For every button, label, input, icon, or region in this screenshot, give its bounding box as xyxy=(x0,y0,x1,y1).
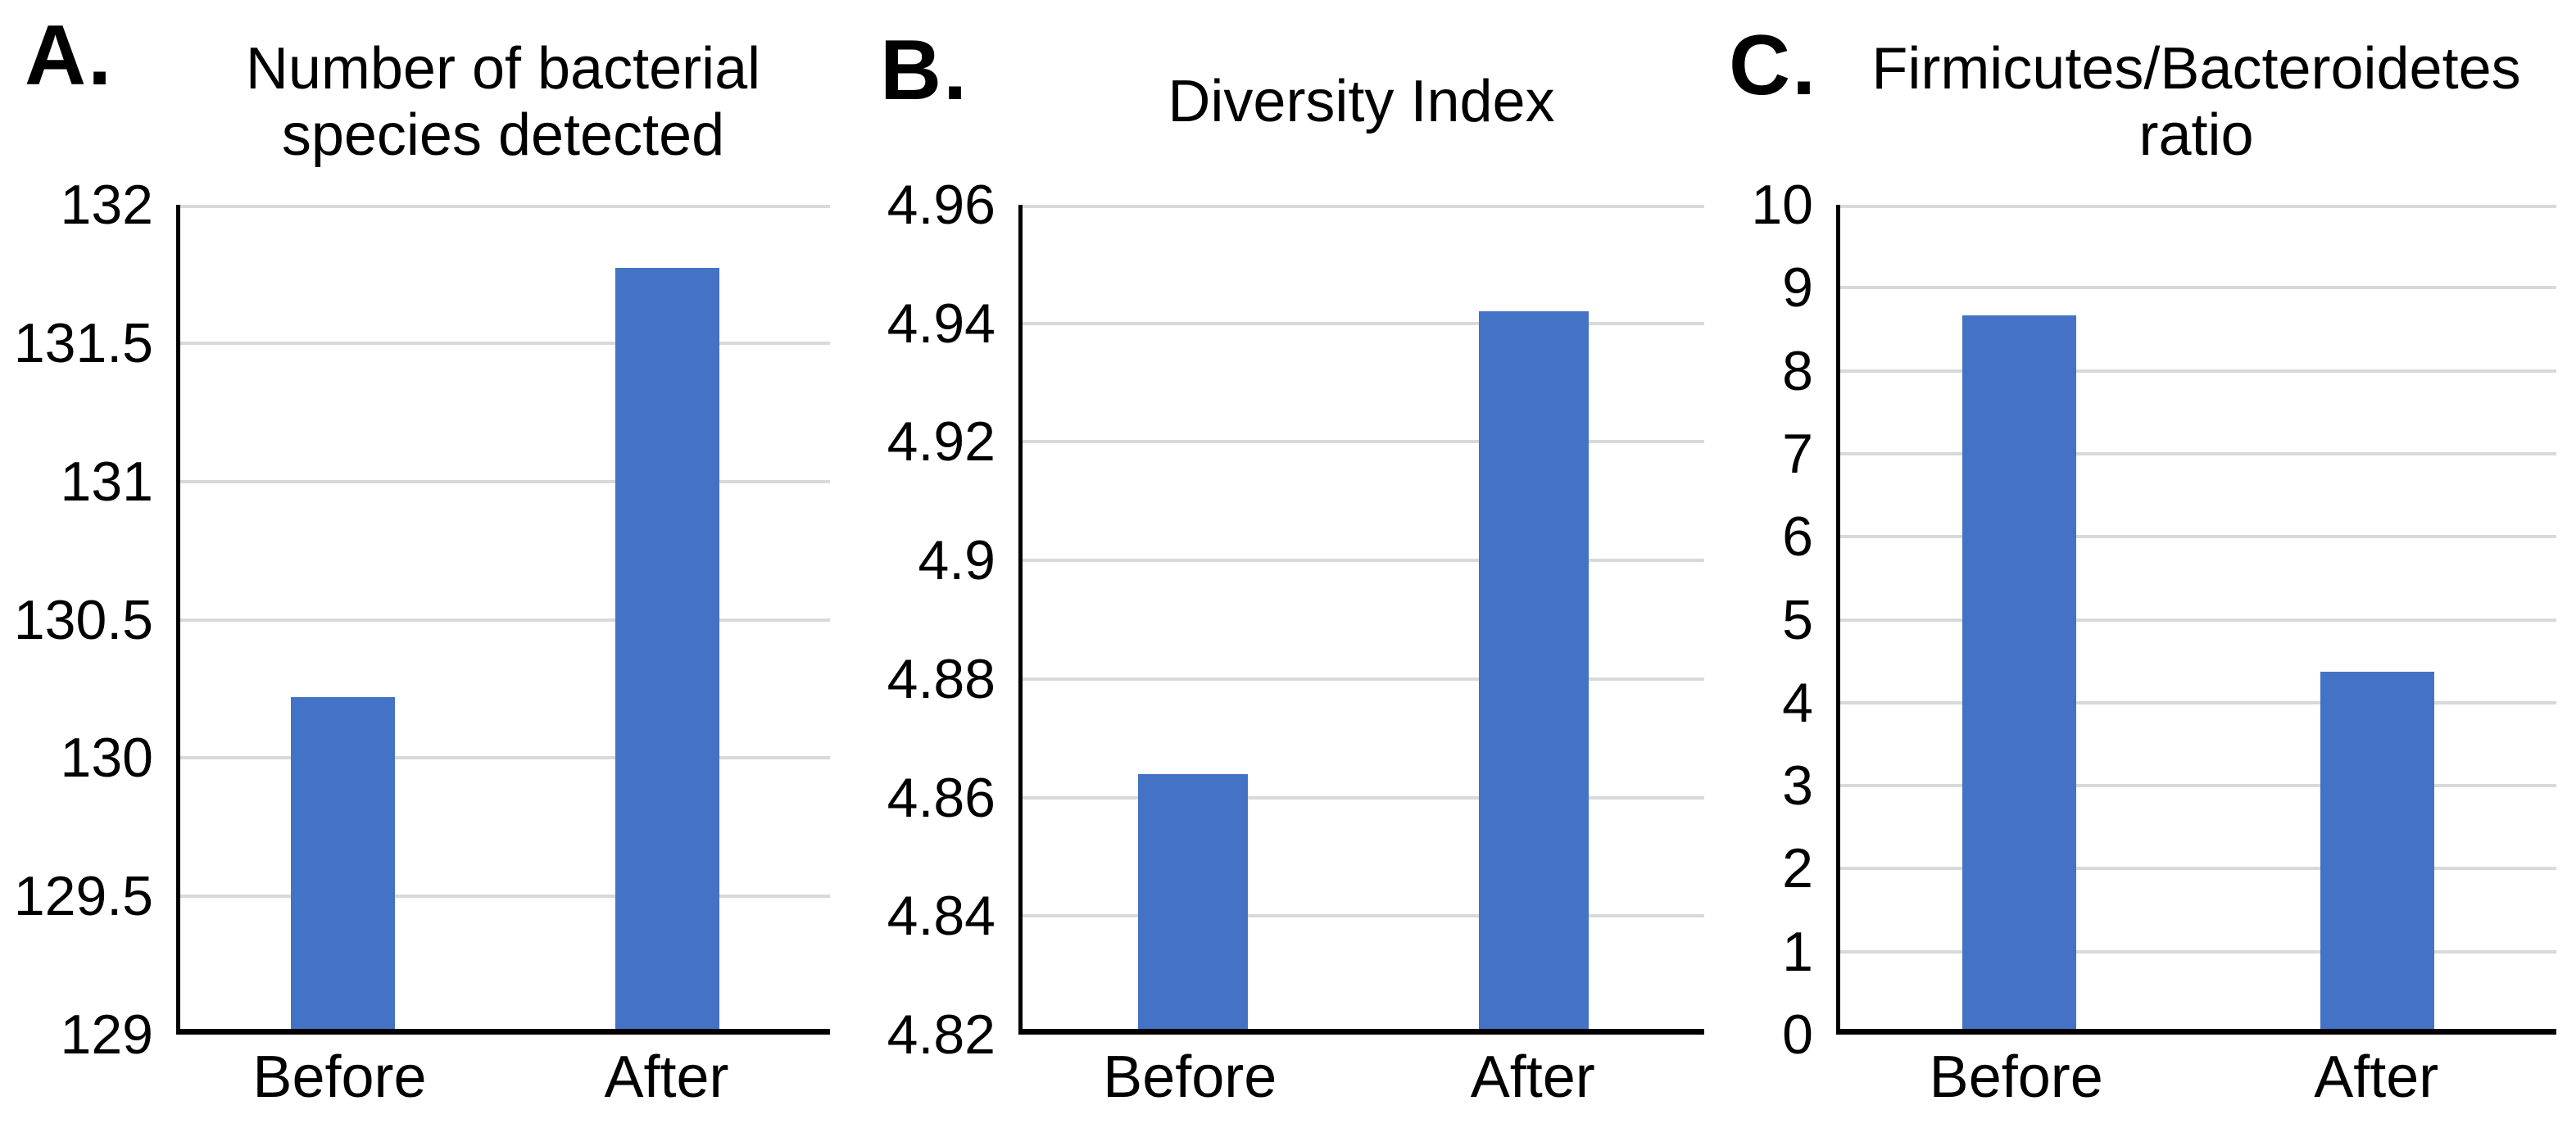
gridline xyxy=(1023,559,1704,563)
y-tick-label: 4.86 xyxy=(887,766,995,829)
y-tick-label: 7 xyxy=(1782,422,1813,485)
y-tick-label: 129.5 xyxy=(13,865,153,928)
bar-after xyxy=(1479,311,1589,1029)
chart-title-line: species detected xyxy=(281,102,725,168)
y-tick-label: 4.96 xyxy=(887,174,995,236)
x-category-label: Before xyxy=(252,1044,427,1110)
panel-label-b: B. xyxy=(880,23,968,118)
y-tick-label: 131 xyxy=(60,450,153,513)
chart-panel-a: A. Number of bacterial species detected 1… xyxy=(0,0,859,1128)
y-tick-label: 10 xyxy=(1751,174,1813,236)
y-tick-label: 8 xyxy=(1782,339,1813,402)
gridline xyxy=(1023,914,1704,918)
chart-title-line: Firmicutes/Bacteroidetes xyxy=(1871,35,2521,102)
chart-title-c: Firmicutes/Bacteroidetes ratio xyxy=(1836,0,2556,205)
gridline xyxy=(180,205,830,208)
x-axis-labels-b: Before After xyxy=(1018,1035,1704,1128)
gridline xyxy=(1840,700,2556,704)
y-axis-tick-labels-b: 4.96 4.94 4.92 4.9 4.88 4.86 4.84 4.82 xyxy=(859,177,1018,1062)
y-tick-label: 4.92 xyxy=(887,410,995,473)
chart-title-b: Diversity Index xyxy=(1018,0,1704,205)
y-tick-label: 4.9 xyxy=(918,529,995,592)
bar-before xyxy=(290,696,395,1029)
gridline xyxy=(1840,369,2556,373)
y-tick-label: 6 xyxy=(1782,505,1813,569)
gridline xyxy=(180,479,830,483)
chart-panel-b: B. Diversity Index 4.96 4.94 4.92 4.9 4.88 4.… xyxy=(859,0,1717,1128)
y-tick-label: 3 xyxy=(1782,754,1813,818)
gridline xyxy=(1840,286,2556,290)
chart-title-line: Number of bacterial xyxy=(245,35,761,102)
x-category-label: After xyxy=(1470,1044,1595,1110)
chart-title-a: Number of bacterial species detected xyxy=(176,0,830,205)
gridline xyxy=(1840,867,2556,871)
y-tick-label: 132 xyxy=(60,174,153,236)
y-tick-label: 5 xyxy=(1782,588,1813,651)
x-category-label: Before xyxy=(1103,1044,1277,1110)
gridline xyxy=(1840,451,2556,455)
x-axis-labels-c: Before After xyxy=(1836,1035,2556,1128)
x-category-label: After xyxy=(604,1044,729,1110)
gridline xyxy=(1023,440,1704,444)
gridline xyxy=(1023,795,1704,800)
x-category-label: Before xyxy=(1929,1044,2103,1110)
gridline xyxy=(1023,205,1704,208)
y-tick-label: 130 xyxy=(60,727,153,790)
y-tick-label: 0 xyxy=(1782,1003,1813,1066)
gridline xyxy=(1023,677,1704,681)
y-tick-label: 131.5 xyxy=(13,311,153,374)
bar-before xyxy=(1138,773,1248,1029)
gridline xyxy=(180,895,830,899)
y-tick-label: 129 xyxy=(60,1003,153,1066)
gridline xyxy=(1840,618,2556,622)
y-tick-label: 4 xyxy=(1782,671,1813,734)
gridline xyxy=(1840,784,2556,788)
plot-area-c xyxy=(1836,205,2556,1035)
gridline xyxy=(1840,205,2556,208)
gridline xyxy=(180,618,830,622)
y-tick-label: 4.82 xyxy=(887,1003,995,1066)
gridline xyxy=(180,341,830,345)
chart-body-a: 132 131.5 131 130.5 130 129.5 129 xyxy=(0,177,859,1062)
plot-area-a xyxy=(176,205,830,1035)
x-category-label: After xyxy=(2314,1044,2439,1110)
x-axis-labels-a: Before After xyxy=(176,1035,830,1128)
gridline xyxy=(1023,321,1704,325)
chart-title-line: Diversity Index xyxy=(1168,69,1555,135)
y-tick-label: 4.88 xyxy=(887,647,995,710)
plot-area-b xyxy=(1018,205,1704,1035)
bar-before xyxy=(1961,315,2077,1029)
y-axis-tick-labels-c: 10 9 8 7 6 5 4 3 2 1 0 xyxy=(1717,177,1836,1062)
y-tick-label: 4.84 xyxy=(887,885,995,948)
gridline xyxy=(180,756,830,760)
y-tick-label: 2 xyxy=(1782,837,1813,900)
y-tick-label: 1 xyxy=(1782,920,1813,983)
gridline xyxy=(1840,535,2556,539)
y-tick-label: 4.94 xyxy=(887,292,995,355)
chart-body-b: 4.96 4.94 4.92 4.9 4.88 4.86 4.84 4.82 xyxy=(859,177,1717,1062)
panel-label-a: A. xyxy=(25,8,113,103)
chart-panel-c: C. Firmicutes/Bacteroidetes ratio 10 9 8 7 6 5… xyxy=(1717,0,2576,1128)
bar-after xyxy=(615,268,720,1029)
y-axis-tick-labels-a: 132 131.5 131 130.5 130 129.5 129 xyxy=(0,177,176,1062)
gridline xyxy=(1840,949,2556,954)
y-tick-label: 9 xyxy=(1782,256,1813,319)
y-tick-label: 130.5 xyxy=(13,588,153,651)
chart-title-line: ratio xyxy=(2138,102,2254,168)
bar-after xyxy=(2320,672,2435,1029)
panel-label-c: C. xyxy=(1729,18,1817,113)
chart-body-c: 10 9 8 7 6 5 4 3 2 1 0 xyxy=(1717,177,2576,1062)
